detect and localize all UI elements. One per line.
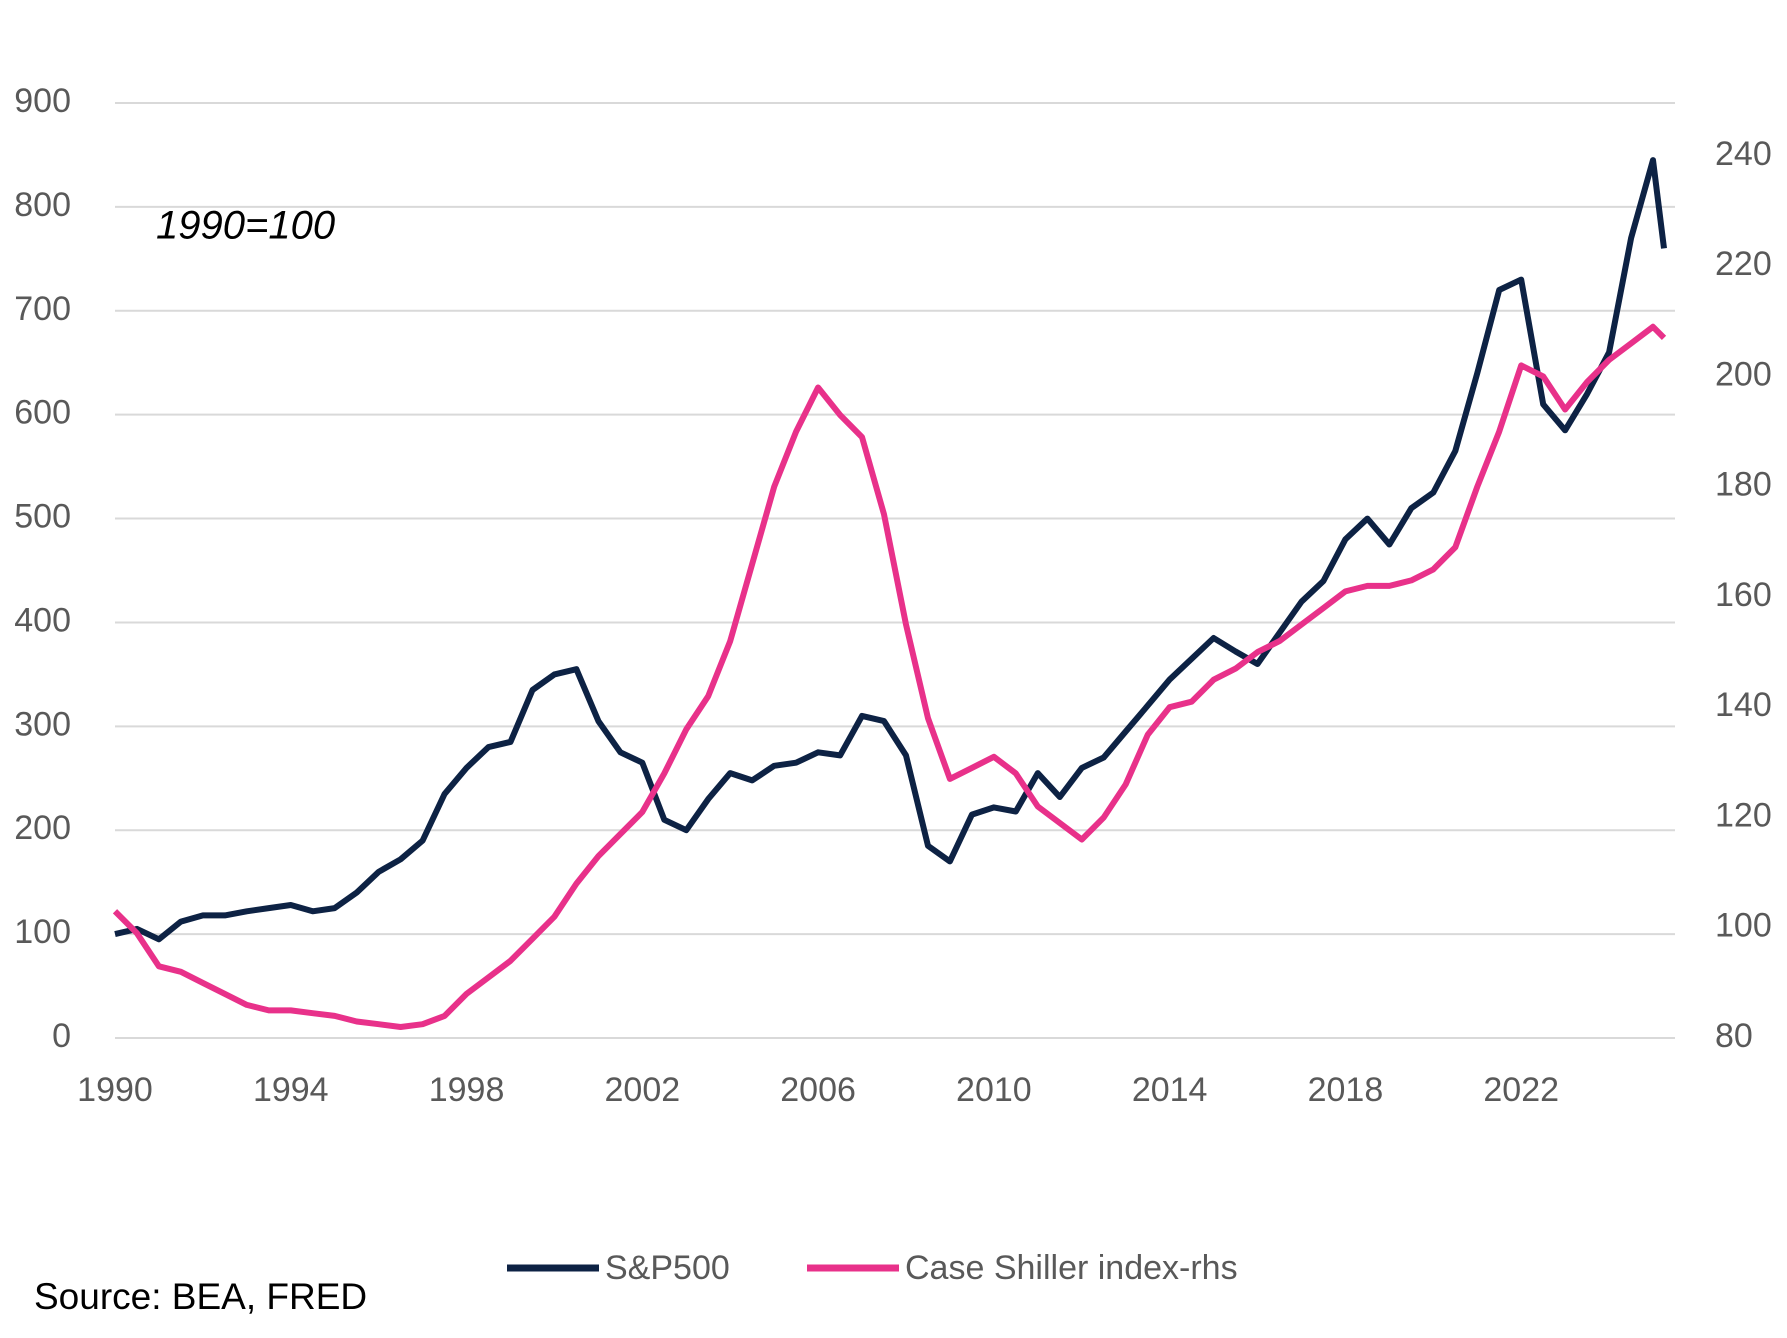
annotation: 1990=100 — [156, 204, 335, 248]
y2-tick-label: 120 — [1715, 796, 1772, 834]
y2-tick-label: 100 — [1715, 907, 1772, 945]
y2-tick-label: 240 — [1715, 135, 1772, 173]
x-tick-label: 1994 — [253, 1071, 329, 1109]
y-tick-label: 600 — [14, 394, 71, 432]
y-tick-label: 500 — [14, 498, 71, 536]
x-tick-label: 2014 — [1132, 1071, 1208, 1109]
source: Source: BEA, FRED — [34, 1276, 367, 1317]
y2-tick-label: 180 — [1715, 466, 1772, 504]
y2-tick-label: 200 — [1715, 355, 1772, 393]
y-tick-label: 400 — [14, 601, 71, 639]
y-tick-label: 0 — [52, 1017, 71, 1055]
y2-tick-label: 140 — [1715, 686, 1772, 724]
x-tick-label: 2018 — [1308, 1071, 1384, 1109]
y-tick-label: 900 — [14, 82, 71, 120]
legend-label: Case Shiller index-rhs — [905, 1249, 1238, 1287]
x-tick-label: 2022 — [1483, 1071, 1559, 1109]
y-tick-label: 200 — [14, 809, 71, 847]
legend-label: S&P500 — [605, 1249, 730, 1287]
series-line — [114, 157, 1667, 943]
x-tick-label: 2010 — [956, 1071, 1032, 1109]
y2-tick-label: 220 — [1715, 245, 1772, 283]
y-tick-label: 700 — [14, 290, 71, 328]
y2-tick-label: 160 — [1715, 576, 1772, 614]
series-line — [112, 323, 1667, 1030]
y-tick-label: 800 — [14, 186, 71, 224]
x-tick-label: 1998 — [429, 1071, 505, 1109]
x-tick-label: 2002 — [605, 1071, 681, 1109]
x-tick-label: 1990 — [77, 1071, 153, 1109]
y-tick-label: 300 — [14, 705, 71, 743]
y-tick-label: 100 — [14, 913, 71, 951]
x-tick-label: 2006 — [780, 1071, 856, 1109]
y2-tick-label: 80 — [1715, 1017, 1753, 1055]
